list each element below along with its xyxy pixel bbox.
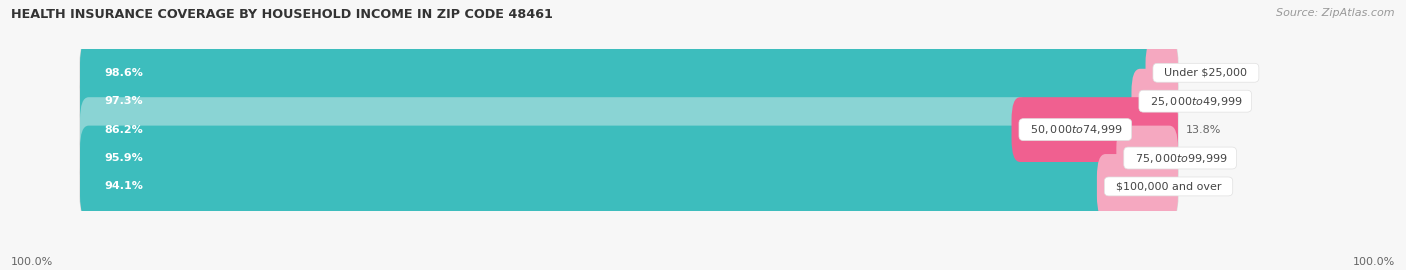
- FancyBboxPatch shape: [80, 69, 1149, 134]
- Text: 1.4%: 1.4%: [1185, 68, 1213, 78]
- Text: 94.1%: 94.1%: [105, 181, 143, 191]
- FancyBboxPatch shape: [80, 126, 1133, 190]
- FancyBboxPatch shape: [80, 97, 1178, 162]
- Legend: With Coverage, Without Coverage: With Coverage, Without Coverage: [579, 266, 841, 270]
- Text: $50,000 to $74,999: $50,000 to $74,999: [1024, 123, 1128, 136]
- FancyBboxPatch shape: [1011, 97, 1178, 162]
- FancyBboxPatch shape: [80, 126, 1178, 190]
- FancyBboxPatch shape: [80, 97, 1029, 162]
- FancyBboxPatch shape: [80, 69, 1178, 134]
- Text: 86.2%: 86.2%: [105, 124, 143, 135]
- FancyBboxPatch shape: [80, 40, 1163, 105]
- Text: 100.0%: 100.0%: [11, 257, 53, 267]
- Text: 100.0%: 100.0%: [1353, 257, 1395, 267]
- FancyBboxPatch shape: [80, 154, 1114, 219]
- Text: 95.9%: 95.9%: [105, 153, 143, 163]
- FancyBboxPatch shape: [80, 154, 1178, 219]
- Text: HEALTH INSURANCE COVERAGE BY HOUSEHOLD INCOME IN ZIP CODE 48461: HEALTH INSURANCE COVERAGE BY HOUSEHOLD I…: [11, 8, 553, 21]
- Text: 98.6%: 98.6%: [105, 68, 143, 78]
- Text: $100,000 and over: $100,000 and over: [1109, 181, 1229, 191]
- Text: $25,000 to $49,999: $25,000 to $49,999: [1143, 95, 1247, 108]
- Text: 5.9%: 5.9%: [1185, 181, 1213, 191]
- Text: Source: ZipAtlas.com: Source: ZipAtlas.com: [1277, 8, 1395, 18]
- Text: Under $25,000: Under $25,000: [1157, 68, 1254, 78]
- Text: 13.8%: 13.8%: [1185, 124, 1220, 135]
- FancyBboxPatch shape: [1146, 40, 1178, 105]
- Text: 4.1%: 4.1%: [1185, 153, 1213, 163]
- FancyBboxPatch shape: [1097, 154, 1178, 219]
- Text: 2.7%: 2.7%: [1185, 96, 1213, 106]
- FancyBboxPatch shape: [80, 40, 1178, 105]
- FancyBboxPatch shape: [1116, 126, 1178, 190]
- FancyBboxPatch shape: [1132, 69, 1178, 134]
- Text: 97.3%: 97.3%: [105, 96, 143, 106]
- Text: $75,000 to $99,999: $75,000 to $99,999: [1128, 151, 1232, 164]
